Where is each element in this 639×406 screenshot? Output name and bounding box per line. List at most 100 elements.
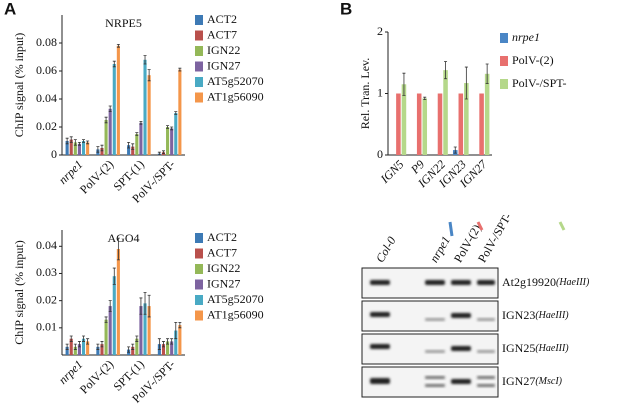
bar <box>147 306 151 355</box>
error-bar <box>139 121 143 125</box>
error-bar <box>73 139 77 146</box>
legend-swatch <box>195 248 203 259</box>
bar <box>77 143 81 155</box>
bar <box>69 139 73 155</box>
error-bar <box>65 137 69 145</box>
bar <box>437 93 443 155</box>
error-bar <box>166 338 170 345</box>
bar <box>86 341 90 355</box>
bar <box>100 344 104 355</box>
bar <box>131 146 135 155</box>
error-bar <box>116 237 120 261</box>
legend-swatch <box>195 61 203 72</box>
bar <box>401 84 407 155</box>
legend-label: ACT7 <box>207 245 237 259</box>
x-tick-label: PolV-(2) <box>77 157 116 196</box>
legend-label: AT1g56090 <box>207 89 264 103</box>
y-tick-label: 0.01 <box>36 320 57 334</box>
error-bar <box>139 297 143 315</box>
bar <box>458 93 464 155</box>
y-tick-label: 0.03 <box>36 265 57 279</box>
lane-label: PolV-/SPT- <box>475 211 514 265</box>
bar <box>81 141 86 155</box>
legend-label: AT5g52070 <box>207 74 264 88</box>
y-tick-label: 0.04 <box>36 91 57 105</box>
bar <box>81 338 86 355</box>
legend-label: IGN22 <box>207 43 240 57</box>
error-bar <box>112 267 116 285</box>
error-bar <box>402 72 406 96</box>
y-tick-label: 0.02 <box>36 292 57 306</box>
error-bar <box>108 300 112 312</box>
legend-swatch <box>195 310 203 321</box>
bar <box>77 344 81 355</box>
panel-label: B <box>340 0 352 18</box>
y-axis-label: ChIP signal (% input) <box>12 33 26 138</box>
bar <box>104 120 108 155</box>
bar <box>479 93 484 155</box>
error-bar <box>178 67 182 72</box>
bar <box>170 128 174 155</box>
legend-label: AT5g52070 <box>207 292 264 306</box>
bar <box>174 113 178 155</box>
lane-color <box>448 221 454 237</box>
legend-label: PolV-/SPT- <box>512 76 566 90</box>
y-axis-label: Rel. Tran. Lev. <box>358 58 372 130</box>
bar <box>116 45 120 155</box>
error-bar <box>170 338 174 345</box>
bar <box>174 330 178 355</box>
legend-label: nrpe1 <box>512 30 540 44</box>
panel-label: A <box>4 0 16 18</box>
error-bar <box>73 343 77 350</box>
error-bar <box>116 44 120 48</box>
lane-color <box>558 221 566 231</box>
gel-bands <box>370 280 495 387</box>
legend-label: AT1g56090 <box>207 307 264 321</box>
bar <box>166 127 170 155</box>
error-bar <box>147 294 151 318</box>
error-bar <box>174 321 178 340</box>
gel: Col-0 nrpe1 PolV-(2) PolV-/SPT- <box>361 211 590 398</box>
bar <box>135 134 139 155</box>
error-bar <box>161 150 165 154</box>
bar <box>396 93 401 155</box>
error-bar <box>157 338 161 350</box>
error-bar <box>100 144 104 152</box>
legend-swatch <box>500 56 508 66</box>
error-bar <box>104 316 108 323</box>
legend-swatch <box>195 264 203 274</box>
y-axis-label: ChIP signal (% input) <box>12 240 26 345</box>
bar <box>178 69 182 155</box>
bar <box>112 64 116 155</box>
legend-swatch <box>500 79 508 89</box>
bar <box>112 276 116 355</box>
lane-label: nrpe1 <box>427 234 453 265</box>
x-tick-label: PolV-(2) <box>77 357 116 396</box>
bar <box>104 319 108 355</box>
error-bar <box>96 343 100 350</box>
bar <box>69 338 73 355</box>
bar <box>170 341 174 355</box>
x-tick-label: IGN5 <box>377 157 406 186</box>
bar <box>65 346 69 355</box>
bar <box>484 73 490 155</box>
error-bar <box>147 69 151 82</box>
y-tick-label: 0.04 <box>36 238 57 252</box>
error-bar <box>444 61 448 80</box>
y-tick-label: 2 <box>377 24 383 38</box>
error-bar <box>143 55 147 65</box>
error-bar <box>423 96 427 101</box>
bar <box>131 346 135 355</box>
legend-swatch <box>195 15 203 25</box>
error-bar <box>69 335 73 342</box>
chart-title: NRPE5 <box>105 16 142 30</box>
error-bar <box>82 335 86 342</box>
error-bar <box>464 66 468 100</box>
error-bar <box>77 341 81 348</box>
lane-label: Col-0 <box>373 234 399 265</box>
bar <box>443 70 448 155</box>
bar <box>143 303 147 355</box>
bar <box>65 141 69 155</box>
error-bar <box>170 126 174 131</box>
legend-swatch <box>195 46 203 56</box>
